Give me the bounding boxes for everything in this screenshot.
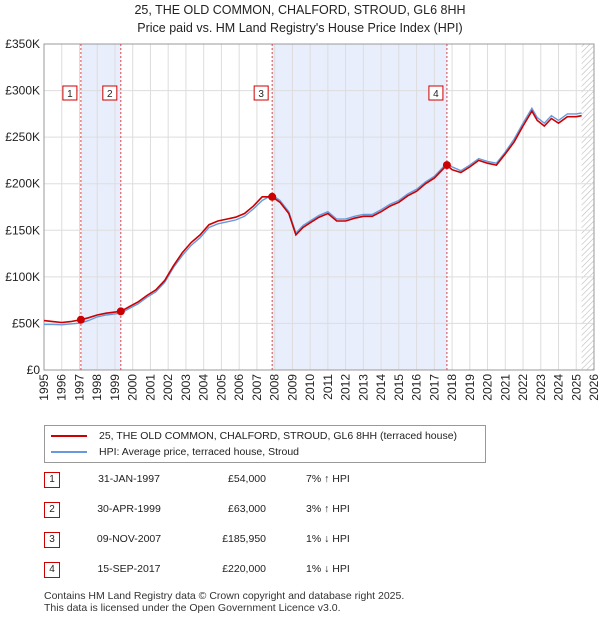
sale-number-badge: 2 — [44, 502, 60, 518]
sale-date: 31-JAN-1997 — [98, 473, 160, 485]
x-tick-label: 2013 — [356, 374, 370, 401]
legend-label-property: 25, THE OLD COMMON, CHALFORD, STROUD, GL… — [99, 430, 458, 442]
x-tick-label: 2003 — [179, 374, 193, 401]
x-tick-label: 2020 — [481, 374, 495, 401]
legend-label-hpi: HPI: Average price, terraced house, Stro… — [99, 446, 300, 458]
footer-attribution: Contains HM Land Registry data © Crown c… — [44, 590, 404, 614]
x-tick-label: 2011 — [321, 374, 335, 400]
sale-point — [116, 307, 125, 316]
sale-label-number: 3 — [258, 89, 264, 100]
sale-hpi-diff: 1% ↓ HPI — [306, 563, 350, 575]
sale-price: £63,000 — [228, 503, 266, 515]
x-tick-label: 2023 — [534, 374, 548, 401]
x-tick-label: 2016 — [410, 374, 424, 401]
sale-date: 30-APR-1999 — [97, 503, 161, 515]
sale-label-box — [62, 85, 78, 101]
x-tick-label: 2017 — [427, 374, 441, 401]
y-tick-label: £200K — [5, 177, 40, 191]
sale-row: 3 09-NOV-2007 £185,950 1% ↓ HPI — [44, 532, 564, 548]
sale-hpi-diff: 7% ↑ HPI — [306, 473, 350, 485]
x-tick-label: 2026 — [587, 374, 600, 401]
sale-label-number: 2 — [107, 89, 113, 100]
sale-point — [442, 161, 451, 170]
x-tick-label: 1995 — [37, 374, 51, 401]
x-tick-label: 2000 — [126, 374, 140, 401]
x-tick-label: 2006 — [232, 374, 246, 401]
x-tick-label: 2025 — [569, 374, 583, 401]
sale-hpi-diff: 1% ↓ HPI — [306, 533, 350, 545]
sale-point — [76, 315, 85, 324]
legend-item-hpi: HPI: Average price, terraced house, Stro… — [51, 444, 299, 460]
sale-row: 4 15-SEP-2017 £220,000 1% ↓ HPI — [44, 562, 564, 578]
x-tick-label: 2009 — [285, 374, 299, 401]
x-tick-label: 2018 — [445, 374, 459, 401]
x-tick-label: 2005 — [214, 374, 228, 401]
future-hatch — [581, 44, 594, 370]
x-tick-label: 2019 — [463, 374, 477, 401]
x-tick-label: 1999 — [108, 374, 122, 401]
sale-date: 15-SEP-2017 — [97, 563, 161, 575]
footer-line-copyright: Contains HM Land Registry data © Crown c… — [44, 590, 405, 602]
chart-title: 25, THE OLD COMMON, CHALFORD, STROUD, GL… — [134, 3, 465, 17]
x-tick-label: 2004 — [197, 374, 211, 401]
sale-label-number: 4 — [433, 89, 439, 100]
x-tick-label: 2002 — [161, 374, 175, 401]
ownership-shade — [272, 44, 447, 370]
x-tick-label: 1998 — [90, 374, 104, 401]
x-tick-label: 2001 — [143, 374, 157, 401]
x-tick-label: 2007 — [250, 374, 264, 401]
x-tick-label: 2022 — [516, 374, 530, 401]
footer-line-licence: This data is licensed under the Open Gov… — [44, 602, 341, 614]
sale-label-number: 1 — [67, 89, 73, 100]
sale-price: £220,000 — [222, 563, 266, 575]
sale-date: 09-NOV-2007 — [96, 533, 162, 545]
hpi-line — [44, 106, 582, 326]
property-price-line — [43, 109, 582, 324]
sale-label-box — [102, 85, 118, 101]
plot-border — [43, 43, 595, 371]
x-tick-label: 1996 — [55, 374, 69, 401]
x-tick-label: 2024 — [552, 374, 566, 401]
y-tick-label: £150K — [5, 223, 40, 237]
sale-price: £185,950 — [222, 533, 266, 545]
y-tick-label: £350K — [5, 37, 40, 51]
x-tick-label: 2010 — [303, 374, 317, 401]
legend-item-property: 25, THE OLD COMMON, CHALFORD, STROUD, GL… — [51, 428, 457, 444]
price-chart: 25, THE OLD COMMON, CHALFORD, STROUD, GL… — [5, 3, 600, 401]
sale-hpi-diff: 3% ↑ HPI — [306, 503, 350, 515]
x-tick-label: 2008 — [268, 374, 282, 401]
sale-label-box — [253, 85, 269, 101]
legend-swatch-property — [51, 435, 87, 437]
chart-legend: 25, THE OLD COMMON, CHALFORD, STROUD, GL… — [44, 425, 486, 463]
y-tick-label: £250K — [5, 130, 40, 144]
x-tick-label: 1997 — [72, 374, 86, 401]
sale-price: £54,000 — [228, 473, 266, 485]
sale-row: 2 30-APR-1999 £63,000 3% ↑ HPI — [44, 502, 564, 518]
sale-number-badge: 1 — [44, 472, 60, 488]
x-tick-label: 2021 — [498, 374, 512, 401]
y-tick-label: £50K — [12, 316, 40, 330]
x-tick-label: 2012 — [339, 374, 353, 401]
sale-label-box — [428, 85, 444, 101]
chart-subtitle: Price paid vs. HM Land Registry's House … — [137, 21, 462, 35]
y-tick-label: £300K — [5, 84, 40, 98]
sale-point — [268, 192, 277, 201]
x-tick-label: 2015 — [392, 374, 406, 401]
legend-swatch-hpi — [51, 451, 87, 453]
sale-number-badge: 4 — [44, 562, 60, 578]
y-tick-label: £100K — [5, 270, 40, 284]
sale-row: 1 31-JAN-1997 £54,000 7% ↑ HPI — [44, 472, 564, 488]
sale-number-badge: 3 — [44, 532, 60, 548]
y-tick-label: £0 — [27, 363, 41, 377]
x-tick-label: 2014 — [374, 374, 388, 401]
